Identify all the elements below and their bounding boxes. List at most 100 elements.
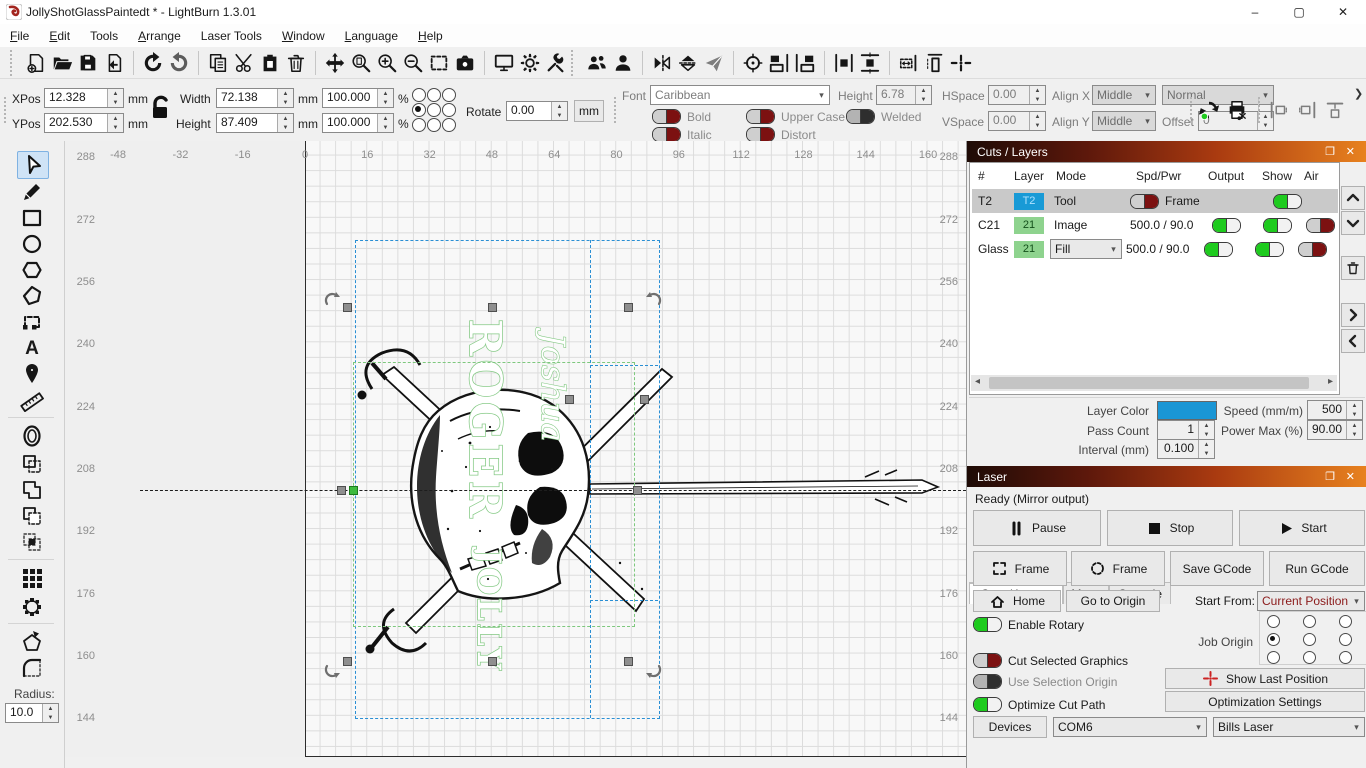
job-origin-bottom-left[interactable] [1267, 651, 1280, 664]
menu-edit[interactable]: Edit [49, 28, 71, 43]
selection-handle[interactable] [624, 657, 633, 666]
pause-button[interactable]: Pause [973, 510, 1101, 546]
ellipse-tool[interactable] [17, 231, 47, 257]
anchor-top-right[interactable] [442, 88, 456, 102]
minimize-icon[interactable]: – [1251, 5, 1259, 19]
copy-icon[interactable] [205, 50, 231, 76]
aspect-lock-icon[interactable] [150, 95, 172, 126]
devices-button[interactable]: Devices [973, 716, 1047, 738]
optimize-cut-path-toggle[interactable]: Optimize Cut Path [973, 697, 1105, 712]
anchor-middle-center[interactable] [427, 103, 441, 117]
draw-lines-tool[interactable] [17, 179, 47, 205]
maximize-icon[interactable]: ▢ [1293, 5, 1305, 19]
align-boxes-b-icon[interactable] [792, 50, 818, 76]
scrollbar-thumb[interactable] [989, 377, 1309, 389]
polygon-tool[interactable] [17, 257, 47, 283]
cuts-layers-titlebar[interactable]: Cuts / Layers ❐ ✕ [967, 141, 1366, 162]
spin-buttons[interactable]: ▲ ▼ [42, 704, 58, 722]
position-crosshair-icon[interactable] [948, 50, 974, 76]
artwork-text-roger[interactable]: ROGER [458, 318, 511, 522]
device-dropdown[interactable]: Bills Laser ▾ [1213, 717, 1365, 737]
boolean-subtract-tool[interactable] [17, 503, 47, 529]
width-input[interactable]: 72.138 ▲ ▼ [216, 88, 294, 108]
spin-buttons[interactable]: ▲ ▼ [1029, 112, 1045, 130]
upper-case-toggle[interactable]: Upper Case [746, 109, 845, 124]
distribute-horizontal-icon[interactable] [831, 50, 857, 76]
job-origin-top-right[interactable] [1339, 615, 1352, 628]
go-to-origin-button[interactable]: Go to Origin [1066, 590, 1160, 612]
align-boxes-a-icon[interactable] [766, 50, 792, 76]
optimization-settings-button[interactable]: Optimization Settings [1165, 691, 1365, 712]
rotate-handle-icon[interactable] [645, 661, 663, 679]
dock-right-icon[interactable] [1294, 97, 1320, 123]
star-shape-tool[interactable] [17, 283, 47, 309]
anchor-bottom-right[interactable] [442, 118, 456, 132]
show-toggle[interactable] [1273, 193, 1302, 209]
italic-toggle[interactable]: Italic [652, 127, 712, 142]
sync-device-icon[interactable] [1196, 97, 1222, 123]
distribute-vertical-icon[interactable] [857, 50, 883, 76]
rotate-handle-icon[interactable] [323, 291, 341, 309]
power-max-input[interactable]: 90.00 ▲ ▼ [1307, 420, 1363, 440]
port-dropdown[interactable]: COM6 ▾ [1053, 717, 1207, 737]
layer-color-chip[interactable]: T2 [1014, 192, 1044, 210]
font-height-input[interactable]: 6.78 ▲ ▼ [876, 85, 932, 105]
flip-horizontal-icon[interactable] [649, 50, 675, 76]
scale-y-input[interactable]: 100.000 ▲ ▼ [322, 113, 394, 133]
measure-tool[interactable] [17, 387, 47, 413]
scroll-right-icon[interactable]: ▸ [1327, 376, 1333, 387]
show-toggle[interactable] [1263, 217, 1292, 233]
toolbar-drag-handle[interactable] [4, 97, 11, 123]
start-button[interactable]: Start [1239, 510, 1365, 546]
menu-window[interactable]: Window [281, 28, 325, 43]
machine-tools-icon[interactable] [543, 50, 569, 76]
layer-row-c21[interactable]: C21 21 Image 500.0 / 90.0 [972, 213, 1338, 237]
run-gcode-button[interactable]: Run GCode [1269, 551, 1365, 586]
user-library-icon[interactable] [584, 50, 610, 76]
toolbar-drag-handle[interactable] [1190, 97, 1197, 123]
redo-icon[interactable] [166, 50, 192, 76]
selection-handle[interactable] [624, 303, 633, 312]
welded-toggle[interactable]: Welded [846, 109, 921, 124]
rotate-input[interactable]: 0.00 ▲ ▼ [506, 101, 568, 121]
offset-input[interactable]: 0 ▲ ▼ [1198, 111, 1274, 131]
set-origin-icon[interactable] [740, 50, 766, 76]
device-display-icon[interactable] [491, 50, 517, 76]
mm-unit-button[interactable]: mm [574, 100, 604, 122]
selection-handle[interactable] [565, 395, 574, 404]
layer-color-chip[interactable]: 21 [1014, 216, 1044, 234]
layer-next-button[interactable] [1341, 303, 1365, 327]
toolbar-drag-handle[interactable] [10, 49, 17, 76]
pass-count-input[interactable]: 1 ▲ ▼ [1157, 420, 1215, 440]
spin-buttons[interactable]: ▲ ▼ [277, 114, 293, 132]
spin-buttons[interactable]: ▲ ▼ [377, 89, 393, 107]
height-input[interactable]: 87.409 ▲ ▼ [216, 113, 294, 133]
anchor-bottom-center[interactable] [427, 118, 441, 132]
save-file-icon[interactable] [75, 50, 101, 76]
layer-move-down-button[interactable] [1341, 211, 1365, 235]
spin-buttons[interactable]: ▲ ▼ [277, 89, 293, 107]
rotate-handle-icon[interactable] [645, 291, 663, 309]
layer-delete-button[interactable] [1341, 256, 1365, 280]
close-panel-icon[interactable]: ✕ [1345, 146, 1355, 158]
edit-nodes-tool[interactable] [17, 309, 47, 335]
table-scrollbar[interactable]: ◂ ▸ [971, 375, 1337, 391]
grid-array-tool[interactable] [17, 565, 47, 591]
undo-icon[interactable] [140, 50, 166, 76]
menu-arrange[interactable]: Arrange [138, 28, 181, 43]
rotate-handle-icon[interactable] [323, 661, 341, 679]
apply-path-tool[interactable] [17, 629, 47, 655]
job-origin-middle-right[interactable] [1339, 633, 1352, 646]
ypos-input[interactable]: 202.530 ▲ ▼ [44, 113, 124, 133]
boolean-union-tool[interactable] [17, 451, 47, 477]
spin-buttons[interactable]: ▲ ▼ [915, 86, 931, 104]
boolean-weld-tool[interactable] [17, 477, 47, 503]
design-canvas[interactable]: ROGER JOLLY Joshua -48 -32 -16 0 16 32 48 64 80 9… [65, 141, 966, 757]
selection-handle[interactable] [640, 395, 649, 404]
offset-shapes-tool[interactable] [17, 423, 47, 449]
toolbar-drag-handle[interactable] [571, 49, 578, 76]
anchor-middle-right[interactable] [442, 103, 456, 117]
spin-buttons[interactable]: ▲ ▼ [1198, 421, 1214, 439]
menu-language[interactable]: Language [344, 28, 399, 43]
col-air[interactable]: Air [1304, 169, 1319, 183]
